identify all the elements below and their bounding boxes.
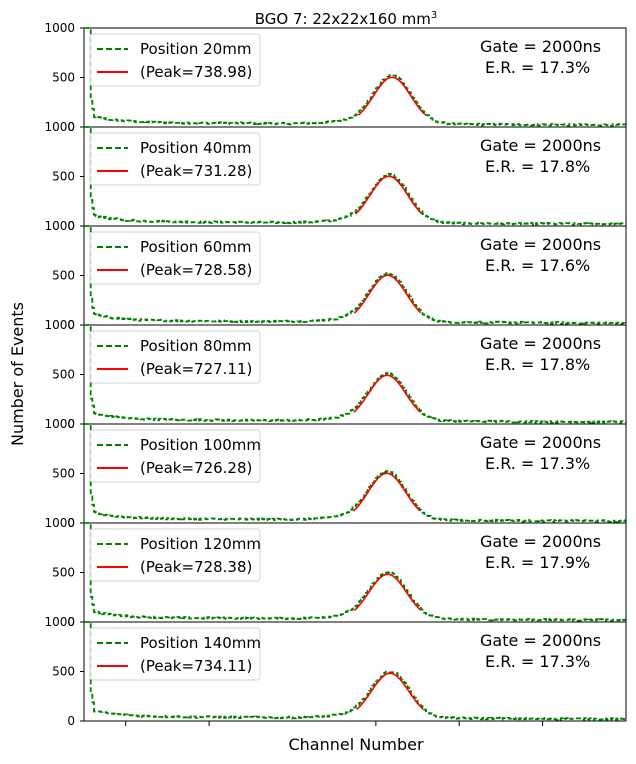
legend-label-position: Position 80mm [140, 337, 251, 355]
legend-box [89, 132, 261, 186]
spectrum-series [84, 225, 627, 325]
annotation-energy-resolution: E.R. = 17.6% [485, 256, 590, 275]
legend-label-position: Position 140mm [140, 634, 261, 652]
spectrum-series [84, 324, 627, 424]
panel-2: 0 500 1000 Position 40mm (Peak=731.28) Gate =… [44, 120, 627, 233]
y-tick-label: 500 [52, 170, 75, 184]
annotation-energy-resolution: E.R. = 17.3% [485, 454, 590, 473]
legend-box [89, 528, 261, 582]
panel-6: 0 500 1000 Position 120mm (Peak=728.38) Gate … [44, 516, 627, 629]
annotation-gate: Gate = 2000ns [480, 136, 601, 155]
panel-5: 0 500 1000 Position 100mm (Peak=726.28) Gate … [44, 417, 627, 530]
gaussian-fit-series [353, 573, 422, 612]
annotation-gate: Gate = 2000ns [480, 37, 601, 56]
legend-label-position: Position 60mm [140, 238, 251, 256]
annotation-energy-resolution: E.R. = 17.8% [485, 157, 590, 176]
y-tick-label: 1000 [44, 219, 75, 233]
annotation-gate: Gate = 2000ns [480, 235, 601, 254]
spectrum-series [84, 126, 627, 226]
chart-title: BGO 7: 22x22x160 mm3 [255, 10, 438, 28]
y-tick-label: 500 [52, 368, 75, 382]
y-tick-label: 1000 [44, 417, 75, 431]
annotation-gate: Gate = 2000ns [480, 532, 601, 551]
y-tick-label: 0 [67, 417, 75, 431]
legend-box [89, 627, 261, 681]
gaussian-fit-series [354, 175, 423, 215]
annotation-energy-resolution: E.R. = 17.9% [485, 553, 590, 572]
legend-box [89, 33, 261, 87]
y-tick-label: 1000 [44, 615, 75, 629]
panel-4: 0 500 1000 Position 80mm (Peak=727.11) Gate =… [44, 318, 627, 431]
legend-label-position: Position 120mm [140, 535, 261, 553]
y-tick-label: 1000 [44, 120, 75, 134]
panel-3: 0 500 1000 Position 60mm (Peak=728.58) Gate =… [44, 219, 627, 332]
annotation-gate: Gate = 2000ns [480, 631, 601, 650]
annotation-energy-resolution: E.R. = 17.8% [485, 355, 590, 374]
y-tick-label: 500 [52, 71, 75, 85]
annotation-energy-resolution: E.R. = 17.3% [485, 58, 590, 77]
y-tick-label: 1000 [44, 516, 75, 530]
y-tick-label: 0 [67, 120, 75, 134]
annotation-energy-resolution: E.R. = 17.3% [485, 652, 590, 671]
y-tick-label: 0 [67, 615, 75, 629]
legend-label-peak: (Peak=731.28) [140, 162, 252, 180]
legend-label-peak: (Peak=727.11) [140, 360, 252, 378]
legend-label-peak: (Peak=734.11) [140, 657, 252, 675]
legend-label-peak: (Peak=738.98) [140, 63, 252, 81]
gaussian-fit-series [356, 672, 424, 711]
gaussian-fit-series [353, 274, 422, 314]
y-tick-label: 0 [67, 516, 75, 530]
gaussian-fit-series [353, 374, 421, 413]
y-tick-label: 500 [52, 467, 75, 481]
panel-1: 0 500 1000 Position 20mm (Peak=738.98) Gate =… [44, 21, 627, 134]
legend-label-peak: (Peak=728.38) [140, 558, 252, 576]
x-axis-label: Channel Number [288, 735, 423, 754]
legend-box [89, 330, 261, 384]
y-tick-label: 0 [67, 318, 75, 332]
legend-label-position: Position 20mm [140, 40, 251, 58]
legend-label-position: Position 100mm [140, 436, 261, 454]
legend-label-peak: (Peak=726.28) [140, 459, 252, 477]
spectrum-series [84, 522, 627, 622]
annotation-gate: Gate = 2000ns [480, 334, 601, 353]
legend-label-position: Position 40mm [140, 139, 251, 157]
y-tick-label: 500 [52, 665, 75, 679]
y-tick-label: 500 [52, 269, 75, 283]
y-tick-label: 1000 [44, 318, 75, 332]
legend-label-peak: (Peak=728.58) [140, 261, 252, 279]
spectrum-series [84, 423, 627, 523]
y-tick-label: 0 [67, 714, 75, 728]
y-tick-label: 1000 [44, 21, 75, 35]
gaussian-fit-series [358, 76, 426, 116]
legend-box [89, 429, 261, 483]
y-axis-label: Number of Events [8, 302, 27, 446]
gaussian-fit-series [352, 472, 421, 512]
panels-group: 0 500 1000 Position 20mm (Peak=738.98) Gate =… [44, 21, 627, 728]
legend-box [89, 231, 261, 285]
annotation-gate: Gate = 2000ns [480, 433, 601, 452]
y-tick-label: 0 [67, 219, 75, 233]
spectrum-series [84, 27, 627, 127]
y-tick-label: 500 [52, 566, 75, 580]
spectrum-series [84, 621, 627, 721]
panel-7: 0 500 1000 Position 140mm (Peak=734.11) Gate … [44, 615, 627, 728]
